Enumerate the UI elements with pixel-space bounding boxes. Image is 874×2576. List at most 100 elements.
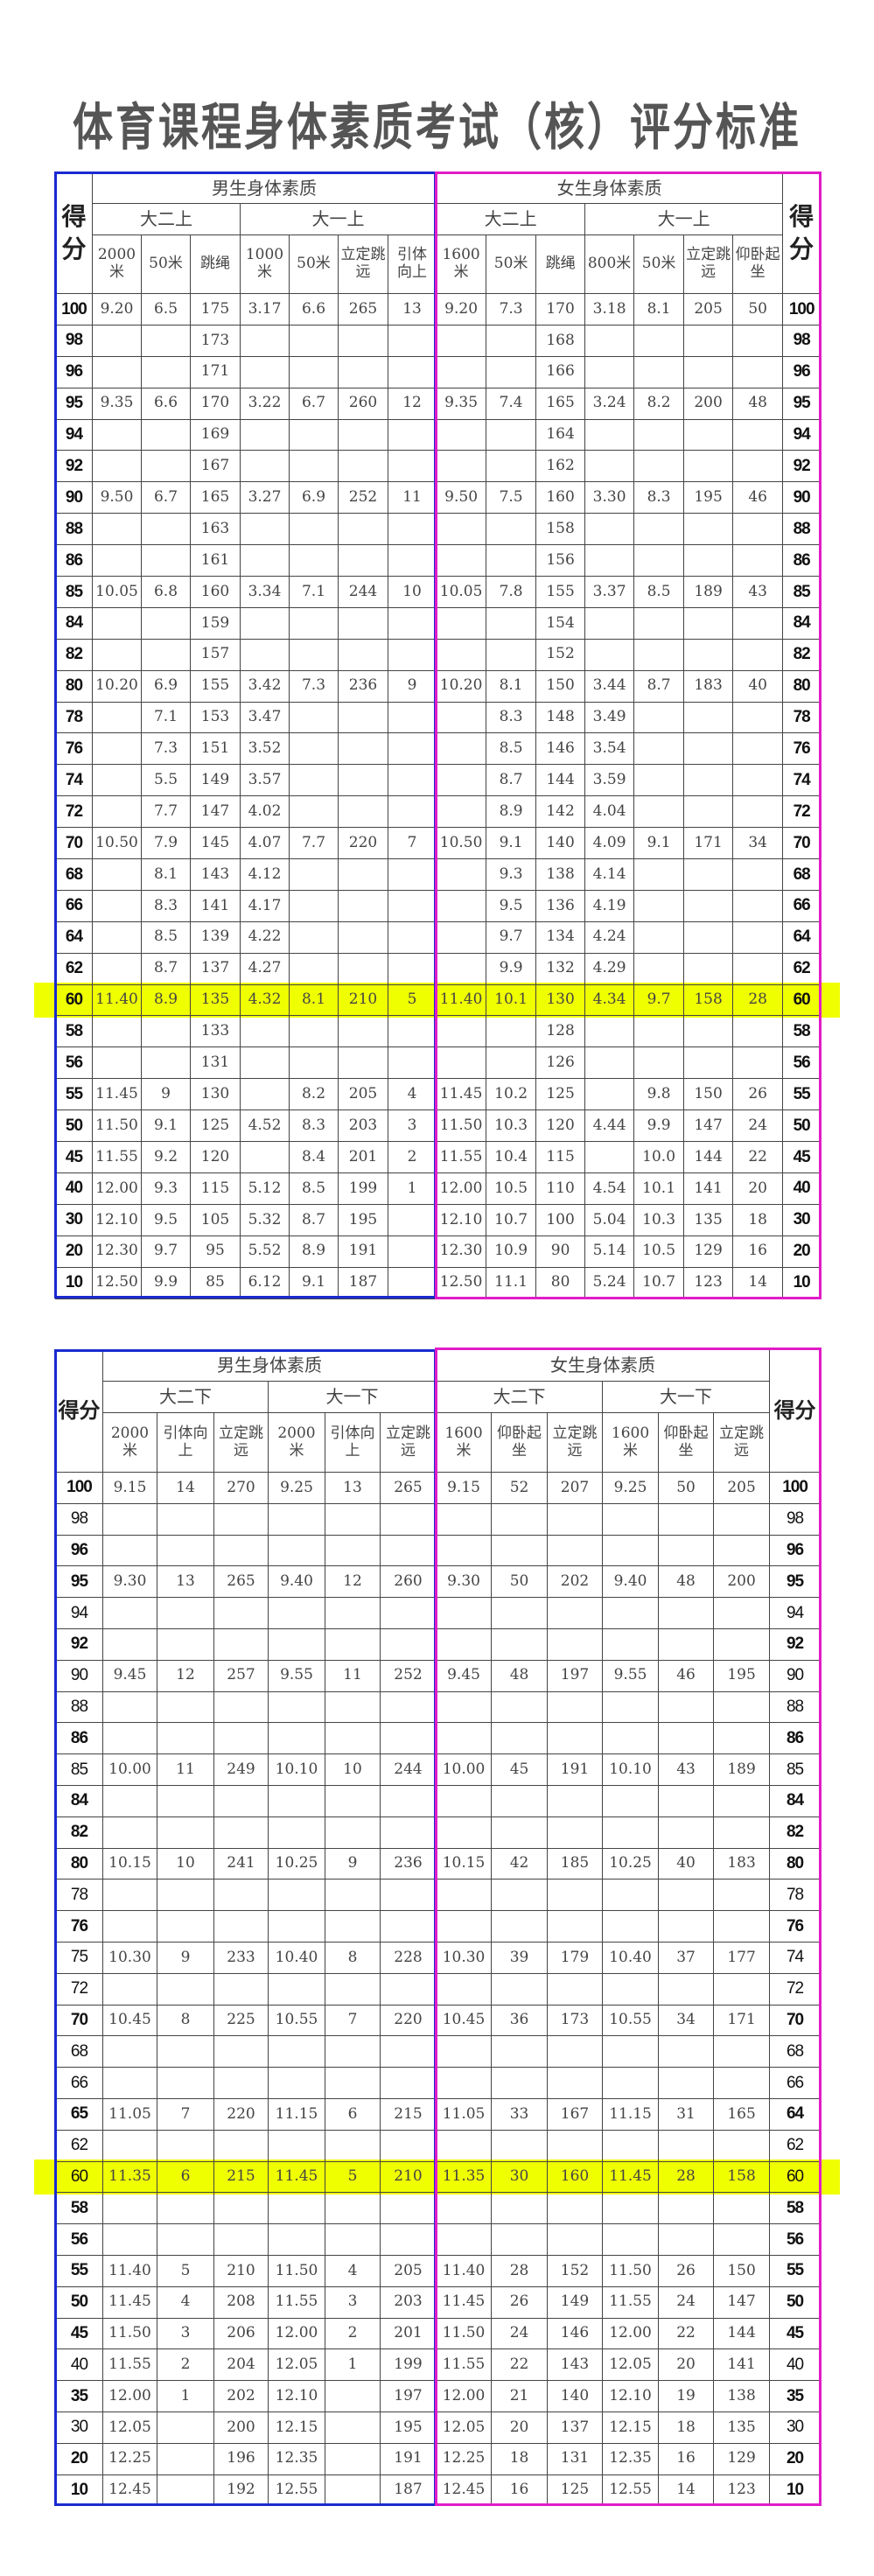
score-value-cell: 12.05	[436, 2411, 493, 2444]
score-value-cell: 9.1	[486, 827, 537, 860]
score-value-cell	[102, 1784, 157, 1817]
score-value-cell: 196	[213, 2442, 269, 2475]
score-value-cell	[325, 1910, 381, 1942]
score-value-cell: 4	[325, 2254, 381, 2287]
score-value-cell: 8.1	[633, 293, 685, 326]
score-left: 75	[55, 1941, 103, 1974]
score-value-cell	[102, 2067, 157, 2099]
score-value-cell: 39	[491, 1941, 549, 1974]
score-value-cell: 13	[157, 1565, 214, 1599]
score-value-cell: 4	[157, 2286, 214, 2319]
score-value-cell	[683, 638, 734, 671]
score-value-cell	[633, 513, 685, 546]
score-value-cell: 12.00	[436, 2380, 493, 2412]
table-row: 30 12.10 9.5 105 5.32 8.7 195 12.10 10.7 100 5.04 1…	[55, 1203, 822, 1236]
score-value-cell: 50	[658, 1472, 715, 1504]
score-right: 35	[769, 2380, 822, 2412]
score-value-cell	[633, 1015, 685, 1048]
score-value-cell: 9.55	[602, 1659, 660, 1692]
score-value-cell: 5.04	[584, 1203, 635, 1236]
score-value-cell	[379, 2067, 437, 2099]
score-value-cell: 3.17	[240, 293, 290, 326]
score-value-cell	[379, 1690, 437, 1724]
score-value-cell: 208	[213, 2286, 269, 2319]
score-left: 76	[55, 732, 93, 766]
score-value-cell: 130	[535, 984, 586, 1017]
score-value-cell: 138	[535, 858, 586, 891]
score-value-cell	[658, 1690, 715, 1724]
score-value-cell: 152	[535, 638, 586, 671]
score-value-cell: 10.50	[92, 827, 142, 860]
score-value-cell: 128	[535, 1015, 586, 1048]
score-value-cell: 42	[491, 1847, 549, 1880]
score-value-cell: 52	[491, 1472, 549, 1504]
score-value-cell	[387, 606, 437, 640]
score-value-cell	[157, 1690, 214, 1724]
score-value-cell	[325, 2442, 381, 2475]
score-value-cell: 201	[379, 2317, 437, 2350]
score-value-cell	[268, 2192, 325, 2225]
score-right: 72	[782, 795, 822, 829]
score-value-cell	[268, 1690, 325, 1724]
score-value-cell: 150	[683, 1078, 734, 1111]
score-value-cell: 220	[213, 2097, 269, 2131]
score-value-cell	[713, 1690, 771, 1724]
score-value-cell	[491, 2129, 549, 2162]
score-value-cell	[379, 2192, 437, 2225]
table-row: 35 12.00 1 202 12.10 197 12.00 21 140 12.10 19 138 3…	[55, 2380, 822, 2412]
score-right: 95	[769, 1565, 822, 1599]
score-value-cell	[547, 1879, 604, 1912]
score-value-cell: 24	[658, 2286, 715, 2319]
score-value-cell	[92, 418, 142, 452]
score-value-cell: 220	[338, 827, 388, 860]
score-value-cell	[157, 1597, 214, 1629]
score-value-cell: 18	[732, 1203, 784, 1236]
score-value-cell	[683, 732, 734, 766]
score-right: 62	[782, 952, 822, 985]
score-left: 62	[55, 2129, 103, 2162]
score-value-cell	[584, 1141, 635, 1173]
score-value-cell	[387, 450, 437, 483]
score-value-cell	[436, 1502, 493, 1536]
score-value-cell	[92, 450, 142, 483]
score-value-cell: 11.50	[268, 2254, 325, 2287]
score-value-cell: 8.1	[141, 858, 191, 891]
score-left: 55	[55, 1078, 93, 1111]
score-left: 100	[55, 1472, 103, 1504]
table-row: 72 72	[55, 1972, 822, 2006]
score-value-cell	[491, 1502, 549, 1536]
score-value-cell	[325, 2067, 381, 2099]
score-value-cell: 4.54	[584, 1172, 635, 1205]
male-section-header: 男生身体素质	[91, 172, 437, 204]
table-row: 100 9.15 14 270 9.25 13 265 9.15 52 207 9.25 50 205 1…	[55, 1472, 822, 1504]
score-value-cell	[486, 418, 537, 452]
table-row: 70 10.50 7.9 145 4.07 7.7 220 7 10.50 9.1 140 4.09 9…	[55, 827, 822, 860]
score-value-cell: 10.7	[633, 1266, 685, 1299]
score-value-cell: 9.40	[602, 1565, 660, 1599]
score-value-cell	[157, 2192, 214, 2225]
score-value-cell: 206	[213, 2317, 269, 2350]
score-value-cell: 7.1	[141, 701, 191, 734]
score-left: 70	[55, 2004, 103, 2037]
score-value-cell	[213, 2129, 269, 2162]
score-value-cell: 105	[190, 1203, 241, 1236]
score-value-cell: 8.5	[633, 576, 685, 608]
score-value-cell: 148	[535, 701, 586, 734]
score-value-cell: 126	[535, 1046, 586, 1080]
score-value-cell	[213, 1502, 269, 1536]
score-right: 10	[769, 2474, 822, 2507]
score-value-cell	[102, 1534, 157, 1567]
score-value-cell: 10.2	[486, 1078, 537, 1111]
score-value-cell: 162	[535, 450, 586, 483]
score-value-cell: 210	[379, 2160, 437, 2194]
score-left: 64	[55, 920, 93, 954]
table-row: 96 171 166 96	[55, 355, 822, 388]
score-value-cell	[602, 1722, 660, 1755]
score-value-cell: 9.30	[102, 1565, 157, 1599]
score-value-cell	[436, 1690, 493, 1724]
term-group-header: 大二下	[436, 1381, 604, 1413]
score-value-cell: 207	[547, 1472, 604, 1504]
score-value-cell: 9.35	[436, 387, 487, 420]
score-value-cell: 203	[338, 1110, 388, 1143]
score-value-cell	[289, 732, 339, 766]
